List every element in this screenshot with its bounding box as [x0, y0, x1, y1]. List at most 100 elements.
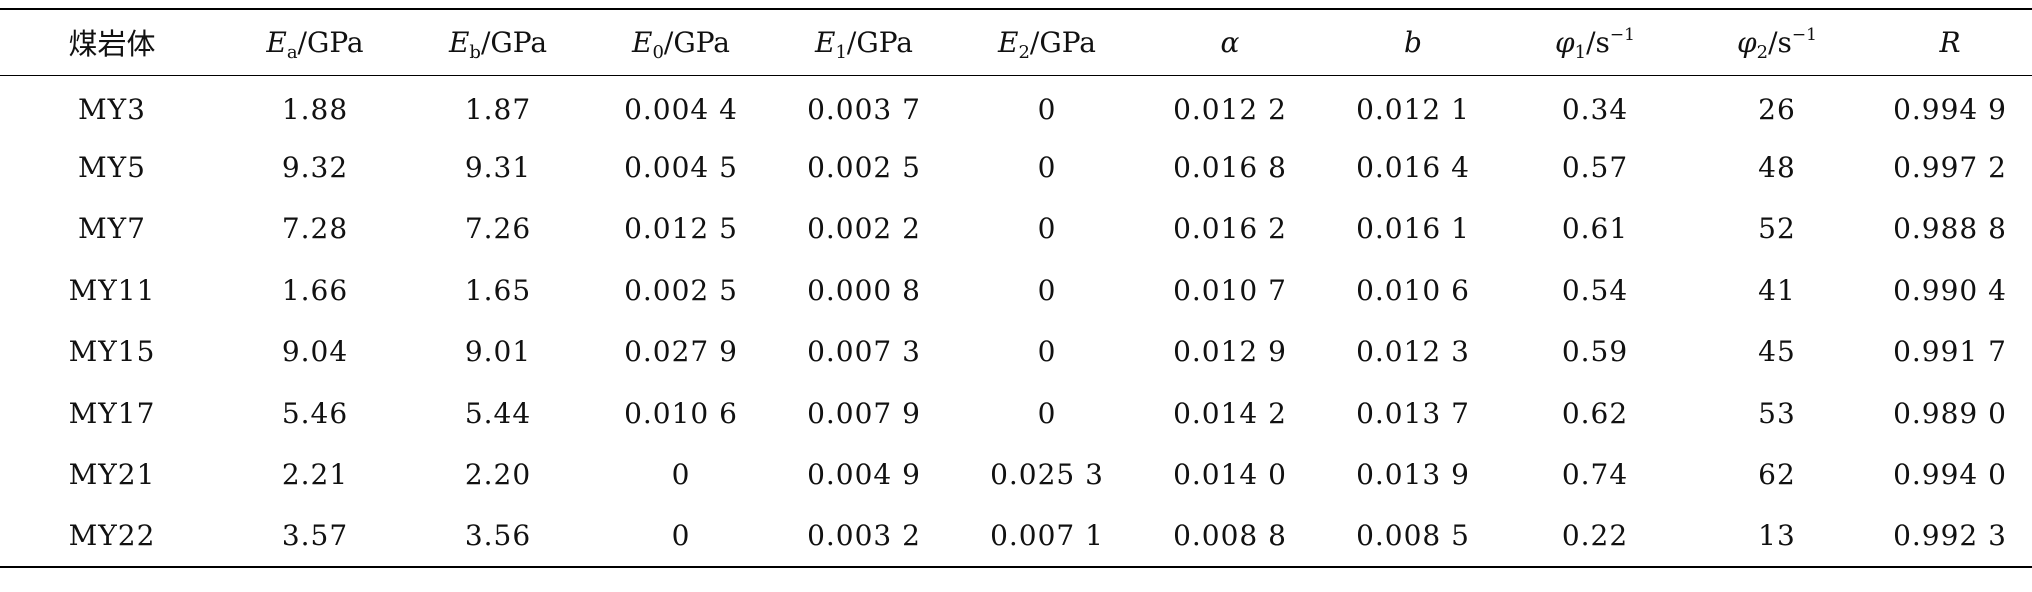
table-cell: 0.003 7: [807, 92, 921, 126]
table-cell: 62: [1758, 458, 1796, 492]
table-cell: 0.59: [1561, 335, 1629, 369]
table-cell: 0.008 8: [1138, 505, 1322, 568]
column-header: E0/GPa: [590, 8, 772, 76]
table-row: MY15 9.04 9.01 0.027 9 0.007 3 0 0.012 9 0.012 …: [0, 321, 2032, 383]
table-row: MY22 3.57 3.56 0 0.003 2 0.007 1 0.008 8 0.008 …: [0, 505, 2032, 568]
column-header: φ1/s−1: [1504, 8, 1686, 76]
column-header-unit: /GPa: [297, 25, 364, 59]
table-cell: 0.012 9: [1173, 335, 1287, 369]
table-cell: 0.014 0: [1173, 458, 1287, 492]
column-header-unit: /s: [1768, 25, 1792, 59]
table-row: MY3 1.88 1.87 0.004 4 0.003 7 0 0.012 2 0.012 1…: [0, 75, 2032, 137]
column-header-symbol: 煤岩体: [68, 27, 156, 62]
column-header-subscript: 1: [835, 41, 847, 63]
table-row: MY7 7.28 7.26 0.012 5 0.002 2 0 0.016 2 0.016 1…: [0, 198, 2032, 260]
table-header: 煤岩体 Ea/GPa Eb/GPa E0/GPa E1/GPa E2/GPa α b φ1/s−…: [0, 8, 2032, 76]
table-cell: 0.002 2: [807, 212, 921, 246]
table-row: MY5 9.32 9.31 0.004 5 0.002 5 0 0.016 8 0.016 4…: [0, 137, 2032, 199]
table-cell: 0.991 7: [1893, 335, 2007, 369]
table-cell: 9.32: [281, 150, 349, 184]
table-cell: 9.01: [464, 335, 532, 369]
table-cell: 1.87: [464, 92, 532, 126]
table-cell: 0.012 3: [1356, 335, 1470, 369]
table-cell: 0.010 6: [1356, 273, 1470, 307]
table-cell: 13: [1686, 505, 1868, 568]
table-cell: 41: [1758, 273, 1796, 307]
column-header-symbol: E: [998, 25, 1019, 59]
table-cell: 0: [590, 505, 772, 568]
table-cell: 3.56: [406, 505, 590, 568]
table-cell: 0.004 5: [624, 150, 738, 184]
table-cell: 53: [1758, 396, 1796, 430]
table-cell: 0.003 2: [772, 505, 956, 568]
column-header-symbol: E: [448, 25, 470, 59]
table-cell: 0.988 8: [1893, 212, 2007, 246]
column-header-subscript: b: [469, 41, 481, 63]
table-cell: 0.002 5: [807, 150, 921, 184]
table-cell: 0: [1037, 212, 1057, 246]
column-header-symbol: E: [632, 25, 653, 59]
table-cell: 0.012 1: [1356, 92, 1470, 126]
table-cell: 0: [671, 458, 691, 492]
column-header-subscript: a: [286, 41, 298, 63]
table-cell: 0.22: [1504, 505, 1686, 568]
sample-name-cell: MY3: [78, 92, 146, 126]
table-cell: 7.28: [281, 212, 349, 246]
column-header-unit: /GPa: [663, 25, 730, 59]
table-cell: 5.44: [464, 396, 532, 430]
table-cell: 0.016 1: [1356, 212, 1470, 246]
column-header: R: [1868, 8, 2032, 76]
column-header: 煤岩体: [0, 8, 224, 76]
table-cell: 0.007 9: [807, 396, 921, 430]
column-header: b: [1322, 8, 1504, 76]
column-header-symbol: E: [815, 25, 836, 59]
table-cell: 26: [1758, 92, 1796, 126]
table-cell: 0: [1037, 273, 1057, 307]
table-cell: 7.26: [464, 212, 532, 246]
table-cell: 0.992 3: [1868, 505, 2032, 568]
table-cell: 45: [1758, 335, 1796, 369]
table-cell: 0.010 6: [624, 396, 738, 430]
table-cell: 0.016 2: [1173, 212, 1287, 246]
column-header-subscript: 0: [652, 41, 664, 63]
table-row: MY17 5.46 5.44 0.010 6 0.007 9 0 0.014 2 0.013 …: [0, 383, 2032, 445]
column-header: φ2/s−1: [1686, 8, 1868, 76]
column-header-subscript: 2: [1756, 41, 1769, 63]
table-cell: 48: [1758, 150, 1796, 184]
column-header-symbol: R: [1939, 25, 1961, 59]
column-header-subscript: 2: [1018, 41, 1030, 63]
table-cell: 3.57: [224, 505, 406, 568]
table-cell: 0.61: [1561, 212, 1629, 246]
table-cell: 2.20: [464, 458, 532, 492]
column-header: Eb/GPa: [406, 8, 590, 76]
table-cell: 0.989 0: [1893, 396, 2007, 430]
table-cell: 9.31: [464, 150, 532, 184]
table-cell: 0.994 0: [1893, 458, 2007, 492]
table-cell: 0.008 5: [1322, 505, 1504, 568]
table-cell: 0: [1037, 150, 1057, 184]
table-cell: 0.000 8: [807, 273, 921, 307]
header-row: 煤岩体 Ea/GPa Eb/GPa E0/GPa E1/GPa E2/GPa α b φ1/s−…: [0, 8, 2032, 76]
column-header-superscript: −1: [1609, 24, 1635, 45]
table-cell: 0.016 4: [1356, 150, 1470, 184]
column-header-subscript: 1: [1574, 41, 1587, 63]
table-body: MY3 1.88 1.87 0.004 4 0.003 7 0 0.012 2 0.012 1…: [0, 75, 2032, 568]
table-cell: 0.74: [1561, 458, 1629, 492]
sample-name-cell: MY15: [68, 335, 156, 369]
table-cell: 0.025 3: [990, 458, 1104, 492]
table-cell: 0.010 7: [1173, 273, 1287, 307]
table-cell: 0.013 7: [1356, 396, 1470, 430]
sample-name-cell: MY17: [68, 396, 156, 430]
table-cell: 0.57: [1561, 150, 1629, 184]
sample-name-cell: MY11: [68, 273, 156, 307]
table-cell: 0.34: [1561, 92, 1629, 126]
sample-name-cell: MY5: [78, 150, 146, 184]
column-header-unit: /GPa: [1029, 25, 1096, 59]
column-header-unit: /GPa: [846, 25, 913, 59]
table-cell: 0.016 8: [1173, 150, 1287, 184]
column-header-symbol: φ: [1555, 25, 1575, 59]
table-row: MY21 2.21 2.20 0 0.004 9 0.025 3 0.014 0 0.013 …: [0, 444, 2032, 506]
table-cell: 0.007 1: [956, 505, 1138, 568]
column-header: E1/GPa: [772, 8, 956, 76]
sample-name-cell: MY7: [78, 212, 146, 246]
